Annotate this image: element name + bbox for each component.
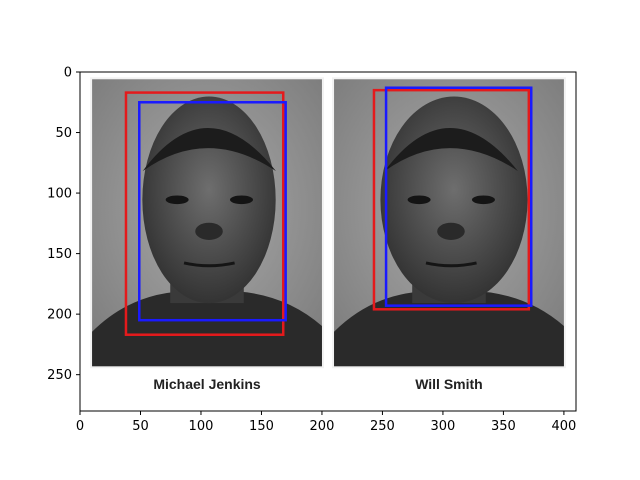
right-eye [230,195,253,205]
mouth [183,261,235,268]
x-tick-label: 50 [132,419,149,434]
name-caption: Michael Jenkins [153,376,261,392]
y-tick-label: 0 [64,66,72,81]
name-caption: Will Smith [415,376,483,392]
x-tick-label: 200 [310,419,335,434]
nose [437,222,465,240]
y-tick-label: 150 [47,247,72,262]
hair [142,128,276,172]
shoulders [92,290,322,367]
face-photo: Will Smith [332,77,566,392]
face-bounding-box [124,91,285,336]
face-bounding-box [372,88,531,311]
axes-frame [79,71,577,412]
tick-layer: 0 50 100 150 200 250 300 350 400 0 50 100 150 200 250 [47,66,576,435]
head [380,96,528,304]
x-tick-label: 250 [370,419,395,434]
x-tick-label: 0 [76,419,84,434]
face-bounding-box [384,86,533,307]
mouth [425,261,477,268]
y-tick-label: 200 [47,308,72,323]
hair [384,128,518,172]
y-tick-label: 50 [55,126,72,141]
y-tick-label: 100 [47,187,72,202]
left-eye [165,195,189,205]
x-tick-label: 350 [491,419,516,434]
bounding-box-layer [124,86,533,336]
left-eye [407,195,431,205]
x-tick-label: 100 [189,419,214,434]
face-bounding-box [138,101,287,322]
x-tick-label: 150 [249,419,274,434]
image-layer: Michael Jenkins Will Smith [90,77,566,392]
head [142,96,276,304]
y-tick-label: 250 [47,368,72,383]
x-tick-label: 400 [551,419,576,434]
x-tick-label: 300 [431,419,456,434]
nose [195,222,223,240]
right-eye [471,195,495,205]
